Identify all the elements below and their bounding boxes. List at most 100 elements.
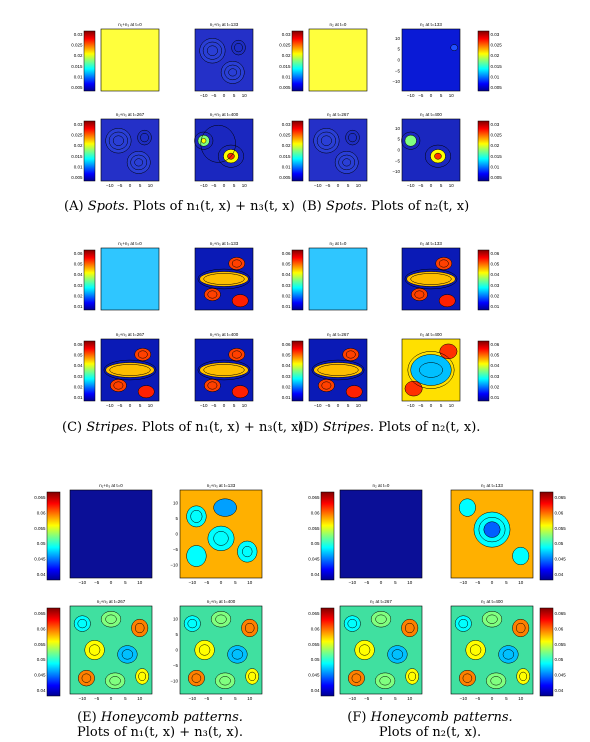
colorbar-tick-label: 0.005 <box>491 85 503 90</box>
plot-panel: n₁+n₃ at t=133 −10 −5 0 5 10 <box>194 22 254 98</box>
colorbar-gradient <box>539 491 554 581</box>
colorbar-gradient <box>46 491 61 581</box>
colorbar-tick-label: 0.04 <box>555 572 564 577</box>
contour-line <box>407 351 455 389</box>
x-tick-label: −10 <box>348 696 356 701</box>
colorbar-tick-label: 0.05 <box>491 262 500 267</box>
contour-region <box>404 134 417 147</box>
contour-region <box>137 129 152 146</box>
contour-region <box>207 525 235 551</box>
y-tick-label: 5 <box>175 632 178 637</box>
contour-region <box>245 668 259 685</box>
contour-region <box>231 294 249 308</box>
contour-region <box>438 294 456 308</box>
colorbar-tick-label: 0.01 <box>282 304 291 309</box>
x-tick-label: 10 <box>247 696 253 701</box>
contour-line <box>105 614 117 624</box>
colorbar-tick-label: 0.015 <box>279 64 291 69</box>
panel-title: n₁+n₃ at t=267 <box>97 599 126 604</box>
contour-region <box>345 385 363 399</box>
contour-region <box>458 669 476 687</box>
contour-line <box>207 381 218 390</box>
colorbar-tick-label: 0.01 <box>74 164 83 169</box>
plot-panel: n₂ at t=400 −10 −5 0 5 10 <box>450 599 534 701</box>
contour-line <box>219 676 231 686</box>
y-tick-label: 10 <box>173 617 179 622</box>
colorbar-tick-label: 0.05 <box>37 541 46 546</box>
contour-region <box>375 672 396 689</box>
contour-line <box>207 290 218 299</box>
contour-line <box>109 364 151 376</box>
contour-line <box>321 381 332 390</box>
contour-line <box>231 649 244 660</box>
colorbar: 0.06 0.05 0.04 0.03 0.02 0.01 <box>74 249 96 311</box>
x-tick-label: 10 <box>242 403 248 408</box>
colorbar-tick-label: 0.02 <box>74 293 83 298</box>
x-tick-label: 0 <box>223 403 226 408</box>
caption-e: (E) Honeycomb patterns. Plots of n₁(t, x… <box>77 710 243 740</box>
panel-title: n₂ at t=267 <box>327 112 349 117</box>
contour-region <box>465 640 486 660</box>
plot-panel: n₂ at t=0 <box>308 22 368 92</box>
x-tick-label: 0 <box>337 403 340 408</box>
contour-line <box>134 622 145 634</box>
x-tick-label: −10 <box>200 183 208 188</box>
y-tick-label: −5 <box>173 663 179 668</box>
colorbar-tick-label: 0.04 <box>37 688 46 693</box>
colorbar-gradient <box>477 30 490 92</box>
x-tick-label: 5 <box>347 403 350 408</box>
colorbar-tick-label: 0.03 <box>491 374 500 379</box>
contour-line <box>401 131 421 150</box>
contour-line <box>203 273 245 285</box>
colorbar: 0.065 0.06 0.055 0.05 0.045 0.04 <box>539 607 566 697</box>
colorbar-tick-label: 0.01 <box>491 74 500 79</box>
x-tick-label: −10 <box>407 403 415 408</box>
contour-region <box>454 615 472 632</box>
contour-region <box>204 379 221 392</box>
panel-title: n₁+n₃ at t=400 <box>207 599 236 604</box>
colorbar-tick-label: 0.04 <box>282 272 291 277</box>
colorbar-gradient <box>320 607 335 697</box>
x-tick-label: 5 <box>233 183 236 188</box>
plot-area <box>401 28 461 92</box>
panel-title: n₁+n₃ at t=267 <box>116 112 145 117</box>
contour-line <box>224 64 242 81</box>
contour-line <box>458 618 469 629</box>
colorbar-tick-label: 0.02 <box>74 384 83 389</box>
x-tick-label: 0 <box>223 93 226 98</box>
panel-title: n₂ at t=267 <box>327 332 349 337</box>
y-tick-label: −10 <box>170 562 178 567</box>
contour-region <box>410 354 452 386</box>
colorbar-tick-label: 0.03 <box>491 32 500 37</box>
x-tick-label: 10 <box>449 93 455 98</box>
plot-area <box>308 28 368 92</box>
x-tick-label: −10 <box>106 183 114 188</box>
contour-region <box>458 498 476 517</box>
x-tick-label: −5 <box>364 580 370 585</box>
x-tick-label: 5 <box>234 580 237 585</box>
y-tick-label: −10 <box>392 79 400 84</box>
colorbar-gradient <box>46 607 61 697</box>
colorbar-tick-label: 0.01 <box>491 164 500 169</box>
contour-line <box>410 273 452 285</box>
colorbar-gradient <box>83 340 96 402</box>
plot-panel: n₁+n₃ at t=133 −10 −5 0 5 10 10 5 0 −5 −10 <box>170 483 263 585</box>
panel-title: n₂ at t=133 <box>481 483 503 488</box>
contour-line <box>197 268 251 290</box>
contour-line <box>137 350 148 359</box>
x-tick-label: −10 <box>78 696 86 701</box>
contour-line <box>138 671 147 682</box>
plot-area <box>308 247 368 311</box>
contour-region <box>215 672 236 689</box>
x-tick-label: −5 <box>418 93 424 98</box>
y-tick-label: −10 <box>170 678 178 683</box>
panel-title: n₂ at t=400 <box>420 112 442 117</box>
contour-line <box>121 649 134 660</box>
colorbar: 0.065 0.06 0.055 0.05 0.045 0.04 <box>34 491 61 581</box>
colorbar-tick-label: 0.01 <box>74 74 83 79</box>
colorbar-tick-label: 0.03 <box>282 283 291 288</box>
x-tick-label: 5 <box>440 403 443 408</box>
colorbar-tick-label: 0.065 <box>34 611 46 616</box>
panel-title: n₂ at t=267 <box>370 599 392 604</box>
